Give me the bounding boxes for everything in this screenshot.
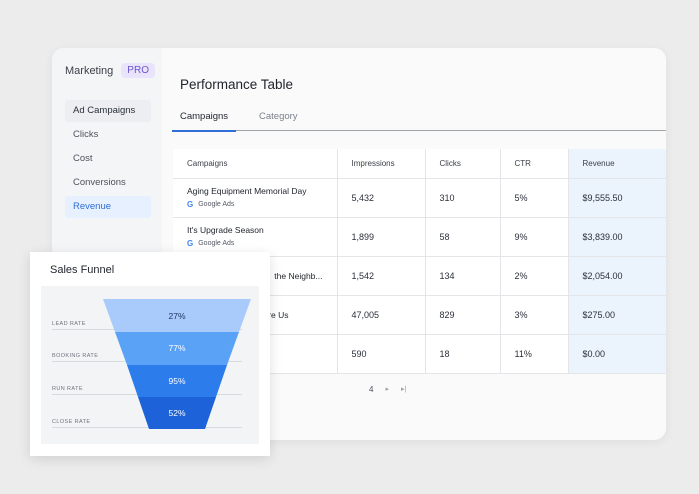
clicks-cell: 310	[425, 178, 501, 218]
google-icon: G	[187, 200, 194, 209]
impressions-cell: 590	[337, 334, 426, 374]
brand-name: Marketing	[65, 64, 114, 77]
sales-funnel-card: Sales Funnel LEAD RATE BOOKING RATE RUN …	[30, 252, 270, 456]
impressions-cell: 1,899	[337, 217, 426, 257]
pagination: 4 ▸ ▸|	[369, 385, 406, 394]
impressions-cell: 1,542	[337, 256, 426, 296]
table-row[interactable]: the Neighb... 1,542 134 2% $2,054.00	[173, 256, 666, 296]
next-page-icon[interactable]: ▸	[385, 386, 389, 393]
tab-campaigns[interactable]: Campaigns	[180, 111, 229, 122]
clicks-cell: 829	[425, 295, 501, 335]
revenue-cell: $9,555.50	[568, 178, 666, 218]
main-panel: Performance Table Campaigns Category Cam…	[162, 48, 666, 440]
revenue-cell: $2,054.00	[568, 256, 666, 296]
revenue-cell: $0.00	[568, 334, 666, 374]
campaign-cell: It's Upgrade Season G Google Ads	[173, 217, 338, 257]
page-title: Performance Table	[180, 77, 294, 92]
brand: Marketing PRO	[65, 63, 155, 78]
google-icon: G	[187, 239, 194, 248]
ctr-cell: 3%	[500, 295, 569, 335]
app-window: Marketing PRO Ad Campaigns Clicks Cost C…	[52, 48, 666, 440]
sidebar-item-ad-campaigns[interactable]: Ad Campaigns	[65, 100, 151, 122]
sidebar-item-conversions[interactable]: Conversions	[73, 177, 126, 188]
funnel-stage-run	[127, 365, 227, 397]
sidebar-item-revenue[interactable]: Revenue	[65, 196, 151, 218]
source-label: Google Ads	[198, 201, 235, 208]
funnel-value-booking: 77%	[168, 343, 186, 353]
ctr-cell: 5%	[500, 178, 569, 218]
revenue-cell: $275.00	[568, 295, 666, 335]
funnel-shape	[103, 299, 251, 429]
table-row[interactable]: It's Upgrade Season G Google Ads 1,899 5…	[173, 217, 666, 257]
funnel-chart: LEAD RATE BOOKING RATE RUN RATE CLOSE RA…	[41, 286, 259, 444]
impressions-cell: 47,005	[337, 295, 426, 335]
funnel-stage-close	[138, 397, 216, 429]
ctr-cell: 11%	[500, 334, 569, 374]
stage-label-close: CLOSE RATE	[52, 419, 242, 428]
sidebar-item-clicks[interactable]: Clicks	[73, 129, 99, 140]
ctr-cell: 9%	[500, 217, 569, 257]
sidebar-nav: Ad Campaigns Clicks Cost Conversions Rev…	[65, 100, 151, 220]
column-header-impressions[interactable]: Impressions	[337, 149, 426, 179]
campaign-name: It's Upgrade Season	[187, 225, 264, 235]
page-number[interactable]: 4	[369, 385, 374, 394]
source-label: Google Ads	[198, 240, 235, 247]
sidebar: Marketing PRO Ad Campaigns Clicks Cost C…	[52, 48, 162, 440]
clicks-cell: 134	[425, 256, 501, 296]
sidebar-item-cost[interactable]: Cost	[73, 153, 93, 164]
campaign-name: re Us	[268, 309, 289, 320]
column-header-ctr[interactable]: CTR	[500, 149, 569, 179]
funnel-stage-lead	[103, 299, 251, 332]
funnel-value-lead: 27%	[168, 311, 186, 321]
column-header-clicks[interactable]: Clicks	[425, 149, 501, 179]
tab-category[interactable]: Category	[259, 111, 298, 122]
tab-bar: Campaigns Category	[172, 104, 666, 132]
funnel-title: Sales Funnel	[50, 264, 115, 276]
campaign-name: Aging Equipment Memorial Day	[187, 186, 307, 196]
campaign-source: G Google Ads	[187, 239, 337, 248]
campaign-source: G Google Ads	[187, 200, 337, 209]
campaign-name: the Neighb...	[274, 270, 323, 281]
funnel-stage-booking	[115, 332, 239, 365]
table-row[interactable]: Aging Equipment Memorial Day G Google Ad…	[173, 178, 666, 218]
column-header-campaigns[interactable]: Campaigns	[173, 149, 338, 179]
clicks-cell: 18	[425, 334, 501, 374]
funnel-value-run: 95%	[168, 376, 186, 386]
column-header-revenue[interactable]: Revenue	[568, 149, 666, 179]
table-header-row: Campaigns Impressions Clicks CTR Revenue	[173, 149, 666, 179]
pro-badge: PRO	[121, 63, 155, 78]
impressions-cell: 5,432	[337, 178, 426, 218]
last-page-icon[interactable]: ▸|	[400, 386, 407, 393]
revenue-cell: $3,839.00	[568, 217, 666, 257]
active-tab-indicator	[172, 130, 236, 132]
funnel-value-close: 52%	[168, 408, 186, 418]
clicks-cell: 58	[425, 217, 501, 257]
campaign-cell: Aging Equipment Memorial Day G Google Ad…	[173, 178, 338, 218]
ctr-cell: 2%	[500, 256, 569, 296]
